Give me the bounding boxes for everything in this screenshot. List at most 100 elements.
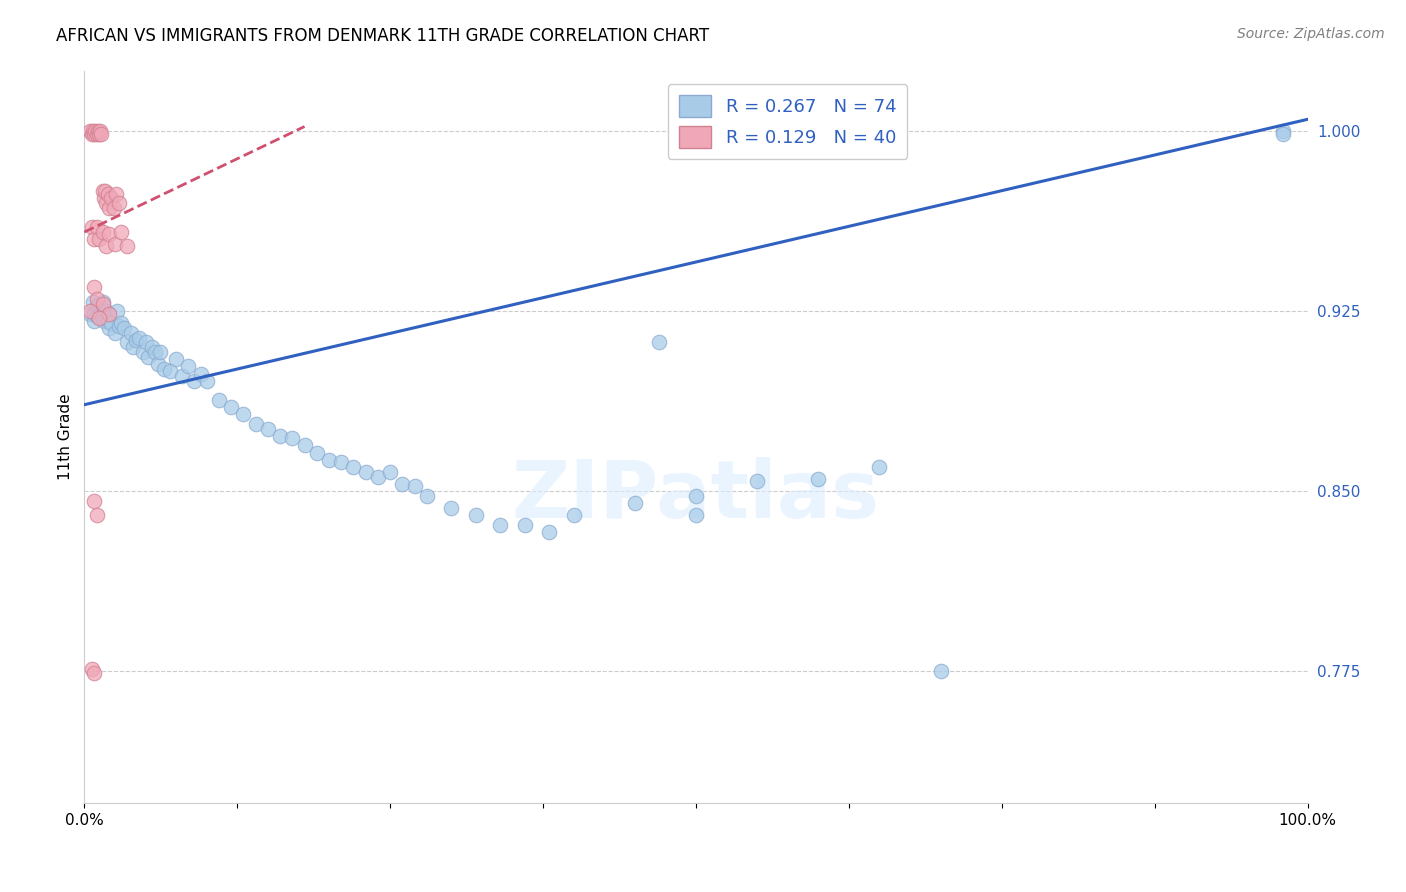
Point: [91, 225, 114, 239]
Point: [80, 661, 103, 675]
Point: [380, 465, 402, 479]
Point: [183, 374, 205, 388]
Point: [159, 364, 181, 378]
Point: [103, 201, 125, 215]
Point: [105, 186, 128, 201]
Point: [1272, 127, 1295, 141]
Point: [83, 307, 105, 321]
Point: [96, 304, 118, 318]
Point: [330, 455, 353, 469]
Point: [305, 445, 328, 459]
Point: [257, 422, 280, 436]
Point: [79, 304, 101, 318]
Text: Source: ZipAtlas.com: Source: ZipAtlas.com: [1237, 27, 1385, 41]
Point: [97, 307, 120, 321]
Point: [80, 127, 103, 141]
Point: [83, 666, 105, 681]
Point: [91, 294, 114, 309]
Point: [153, 361, 176, 376]
Point: [104, 326, 127, 340]
Point: [86, 299, 108, 313]
Point: [869, 460, 891, 475]
Point: [562, 508, 585, 522]
Point: [86, 292, 108, 306]
Point: [128, 330, 150, 344]
Point: [110, 225, 132, 239]
Point: [172, 368, 194, 383]
Point: [538, 524, 561, 539]
Point: [440, 500, 463, 515]
Point: [82, 124, 104, 138]
Point: [269, 429, 291, 443]
Point: [87, 297, 110, 311]
Point: [685, 508, 707, 522]
Point: [747, 475, 769, 489]
Point: [87, 124, 110, 138]
Point: [80, 220, 103, 235]
Point: [190, 367, 212, 381]
Point: [97, 201, 120, 215]
Point: [404, 479, 426, 493]
Point: [141, 340, 163, 354]
Point: [105, 304, 128, 318]
Point: [107, 318, 129, 333]
Legend: R = 0.267   N = 74, R = 0.129   N = 40: R = 0.267 N = 74, R = 0.129 N = 40: [668, 84, 907, 159]
Text: AFRICAN VS IMMIGRANTS FROM DENMARK 11TH GRADE CORRELATION CHART: AFRICAN VS IMMIGRANTS FROM DENMARK 11TH …: [56, 27, 710, 45]
Point: [79, 124, 101, 138]
Point: [86, 309, 108, 323]
Point: [83, 127, 105, 141]
Point: [79, 307, 101, 321]
Point: [122, 340, 145, 354]
Point: [513, 517, 536, 532]
Point: [100, 316, 122, 330]
Point: [96, 196, 118, 211]
Point: [318, 453, 340, 467]
Point: [84, 124, 107, 138]
Point: [208, 392, 231, 407]
Point: [132, 345, 155, 359]
Point: [112, 321, 135, 335]
Point: [685, 489, 707, 503]
Point: [416, 489, 439, 503]
Point: [104, 237, 127, 252]
Point: [93, 191, 115, 205]
Point: [115, 239, 138, 253]
Point: [146, 357, 169, 371]
Point: [165, 352, 187, 367]
Point: [195, 374, 218, 388]
Point: [391, 476, 413, 491]
Point: [245, 417, 267, 431]
Point: [135, 335, 157, 350]
Point: [86, 508, 108, 522]
Point: [89, 124, 111, 138]
Point: [87, 311, 110, 326]
Point: [82, 294, 104, 309]
Point: [100, 191, 122, 205]
Point: [83, 232, 105, 246]
Point: [929, 664, 952, 678]
Point: [87, 127, 110, 141]
Point: [86, 127, 108, 141]
Point: [107, 196, 129, 211]
Text: ZIPatlas: ZIPatlas: [512, 457, 880, 534]
Point: [97, 307, 120, 321]
Point: [86, 220, 108, 235]
Point: [354, 465, 377, 479]
Point: [94, 184, 117, 198]
Point: [136, 350, 159, 364]
Point: [120, 326, 142, 340]
Point: [367, 469, 389, 483]
Y-axis label: 11th Grade: 11th Grade: [58, 393, 73, 481]
Point: [93, 314, 115, 328]
Point: [281, 431, 304, 445]
Point: [90, 307, 112, 321]
Point: [97, 227, 120, 242]
Point: [219, 400, 242, 414]
Point: [1272, 124, 1295, 138]
Point: [177, 359, 200, 374]
Point: [807, 472, 830, 486]
Point: [149, 345, 172, 359]
Point: [125, 333, 148, 347]
Point: [90, 127, 112, 141]
Point: [294, 438, 316, 452]
